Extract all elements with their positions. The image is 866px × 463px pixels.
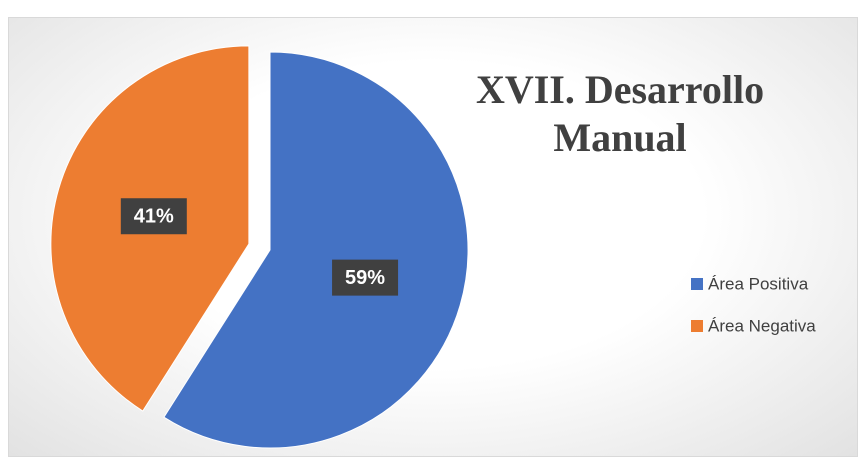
data-label: 59% (345, 267, 385, 289)
pie-slice (163, 51, 469, 449)
legend-label: Área Positiva (708, 274, 809, 293)
legend-swatch (691, 320, 703, 332)
data-label-box (332, 259, 399, 296)
legend-label: Área Negativa (708, 316, 816, 335)
data-label: 41% (134, 206, 174, 228)
data-label-box (120, 198, 187, 235)
chart-title: XVII. Desarrollo Manual (475, 67, 765, 160)
legend-swatch (691, 278, 703, 290)
